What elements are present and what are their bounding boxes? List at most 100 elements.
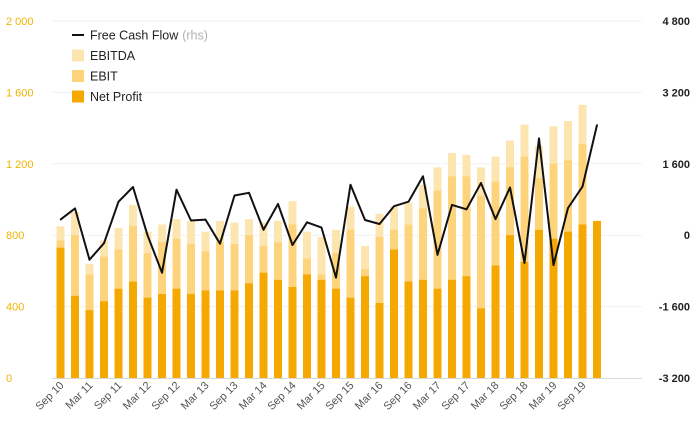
fcf-point [538, 137, 540, 140]
fcf-point [204, 218, 207, 221]
fcf-point [132, 186, 134, 188]
y-right-tick-label: 3 200 [662, 87, 690, 99]
net-profit-bar [332, 288, 340, 378]
fcf-point [523, 262, 526, 264]
legend-label: EBIT [90, 70, 118, 84]
x-tick-label: Sep 15 [323, 380, 356, 413]
fcf-line-layer [59, 124, 598, 279]
fcf-point [233, 194, 236, 197]
net-profit-bar [259, 272, 268, 378]
net-profit-bar [303, 274, 311, 378]
left-axis: 0 400 800 1 200 1 600 2 000 [6, 16, 34, 385]
net-profit-bar [245, 283, 253, 378]
net-profit-bar [100, 301, 108, 378]
legend-item-fcf: Free Cash Flow (rhs) [72, 29, 208, 43]
fcf-point [552, 264, 555, 266]
x-tick-label: Mar 16 [353, 380, 386, 413]
net-profit-bar [375, 303, 384, 378]
net-profit-bar [535, 229, 543, 378]
legend-swatch [72, 70, 84, 82]
legend-item-net-profit: Net Profit [72, 90, 143, 104]
y-left-tick-label: 2 000 [6, 16, 34, 28]
net-profit-bar [462, 276, 471, 378]
y-left-tick-label: 1 600 [6, 87, 34, 99]
y-right-tick-label: 4 800 [662, 16, 690, 28]
net-profit-bar [404, 281, 413, 378]
y-left-tick-label: 1 200 [6, 159, 34, 171]
fcf-line [59, 124, 598, 279]
fcf-point [161, 271, 163, 274]
x-tick-label: Sep 11 [92, 380, 125, 413]
x-tick-label: Mar 17 [411, 380, 444, 413]
ebit-bar [477, 195, 485, 378]
fcf-point [175, 188, 178, 191]
right-axis: -3 200 -1 600 0 1 600 3 200 4 800 [659, 16, 690, 385]
fcf-point [291, 244, 294, 246]
y-left-tick-label: 0 [6, 373, 12, 385]
net-profit-bar [390, 249, 398, 378]
net-profit-bar [158, 294, 166, 378]
net-profit-bar [448, 279, 456, 378]
x-tick-label: Mar 13 [179, 380, 212, 413]
x-tick-label: Sep 19 [555, 380, 588, 413]
x-tick-label: Sep 10 [33, 380, 66, 413]
net-profit-bar [56, 247, 65, 378]
net-profit-bar [230, 290, 239, 378]
net-profit-bar [187, 294, 195, 378]
legend-swatch [72, 90, 84, 103]
fcf-point [422, 175, 424, 178]
net-profit-bar [201, 290, 210, 378]
fcf-point [436, 254, 439, 256]
fcf-point [480, 182, 482, 184]
fcf-point [451, 204, 453, 206]
fcf-point [465, 208, 468, 211]
legend-label: Net Profit [90, 90, 143, 104]
net-profit-bar [114, 288, 123, 378]
x-tick-label: Mar 19 [527, 380, 560, 413]
net-profit-bar [491, 265, 500, 378]
net-profit-bar [288, 286, 297, 378]
net-profit-bar [172, 288, 181, 378]
fcf-point [596, 124, 598, 126]
legend-item-ebitda: EBITDA [72, 49, 136, 63]
y-left-tick-label: 800 [6, 230, 24, 242]
y-right-tick-label: 1 600 [662, 159, 690, 171]
ebit-bar [448, 176, 456, 378]
fcf-point [88, 258, 91, 261]
net-profit-bar [549, 238, 558, 378]
x-tick-label: Sep 17 [439, 380, 472, 413]
net-profit-bar [216, 290, 224, 378]
fcf-point [567, 207, 569, 209]
net-profit-bar [71, 295, 79, 378]
y-left-tick-label: 400 [6, 302, 24, 314]
y-right-tick-label: -3 200 [659, 373, 690, 385]
net-profit-bar [578, 224, 587, 378]
net-profit-bar [143, 297, 152, 378]
fcf-point [59, 218, 62, 221]
fcf-point [335, 276, 337, 279]
net-profit-bar [85, 310, 94, 378]
net-profit-bar [274, 279, 282, 378]
fcf-point [320, 226, 323, 229]
ebit-bar [433, 190, 442, 378]
x-tick-label: Sep 12 [149, 380, 182, 413]
fcf-point [146, 234, 149, 236]
x-tick-label: Sep 14 [265, 380, 298, 413]
fcf-point [364, 219, 366, 221]
net-profit-bar [346, 297, 355, 378]
fcf-point [494, 218, 497, 220]
net-profit-bar [129, 281, 137, 378]
fcf-point [262, 229, 265, 231]
x-tick-label: Mar 15 [295, 380, 328, 413]
net-profit-bar [593, 220, 601, 378]
net-profit-bar [520, 261, 529, 378]
fcf-point [190, 219, 192, 222]
x-tick-label: Mar 12 [121, 380, 154, 413]
x-tick-label: Sep 16 [381, 380, 414, 413]
net-profit-bar [317, 279, 326, 378]
x-tick-label: Sep 13 [207, 380, 240, 413]
net-profit-bar [477, 308, 485, 378]
net-profit-bar [564, 231, 572, 378]
